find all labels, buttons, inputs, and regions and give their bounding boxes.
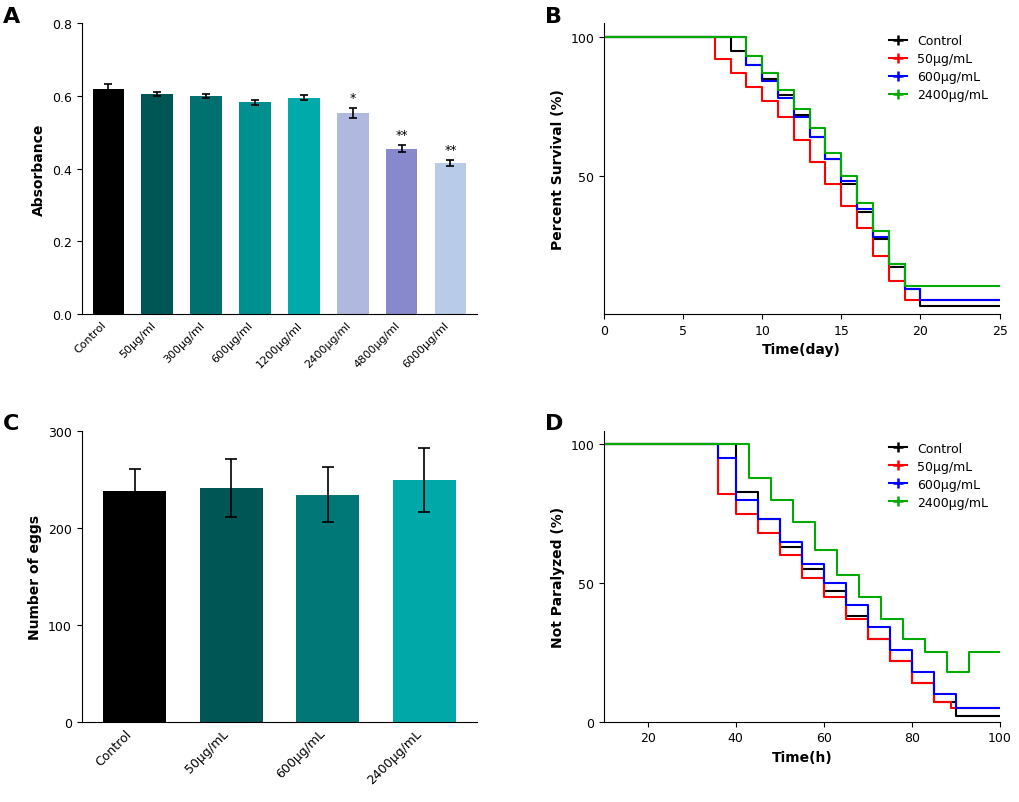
Text: B: B <box>544 6 561 26</box>
Legend: Control, 50μg/mL, 600μg/mL, 2400μg/mL: Control, 50μg/mL, 600μg/mL, 2400μg/mL <box>882 437 993 514</box>
Text: **: ** <box>395 128 408 141</box>
Y-axis label: Not Paralyzed (%): Not Paralyzed (%) <box>550 506 565 647</box>
Text: C: C <box>2 414 18 434</box>
Text: **: ** <box>443 144 457 156</box>
Text: D: D <box>544 414 562 434</box>
Bar <box>93 90 124 315</box>
X-axis label: Time(day): Time(day) <box>761 343 841 357</box>
Bar <box>336 114 368 315</box>
Y-axis label: Absorbance: Absorbance <box>33 124 46 216</box>
Y-axis label: Percent Survival (%): Percent Survival (%) <box>550 89 565 249</box>
Bar <box>385 149 417 315</box>
Text: *: * <box>350 91 356 105</box>
Bar <box>200 488 262 722</box>
Bar <box>103 491 166 722</box>
Bar <box>392 480 455 722</box>
Bar <box>238 103 271 315</box>
X-axis label: Time(h): Time(h) <box>770 750 832 764</box>
Bar <box>297 495 359 722</box>
Bar <box>191 97 222 315</box>
Text: A: A <box>2 6 19 26</box>
Bar <box>434 164 466 315</box>
Bar <box>287 99 319 315</box>
Legend: Control, 50μg/mL, 600μg/mL, 2400μg/mL: Control, 50μg/mL, 600μg/mL, 2400μg/mL <box>882 30 993 107</box>
Y-axis label: Number of eggs: Number of eggs <box>29 514 43 639</box>
Bar <box>142 95 173 315</box>
